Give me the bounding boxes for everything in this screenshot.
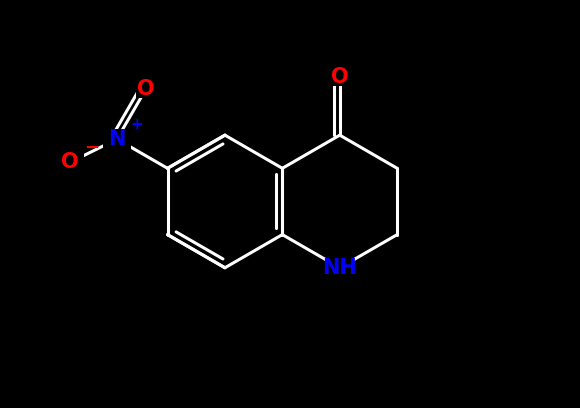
FancyBboxPatch shape (103, 129, 131, 149)
Text: O: O (137, 79, 155, 99)
FancyBboxPatch shape (326, 258, 354, 277)
Text: N: N (108, 129, 126, 149)
Text: NH: NH (322, 258, 357, 278)
FancyBboxPatch shape (56, 153, 84, 172)
Text: O: O (61, 153, 79, 173)
Text: +: + (130, 117, 143, 132)
Text: −: − (84, 139, 99, 157)
FancyBboxPatch shape (136, 80, 157, 98)
FancyBboxPatch shape (329, 68, 350, 86)
Text: O: O (331, 67, 349, 87)
